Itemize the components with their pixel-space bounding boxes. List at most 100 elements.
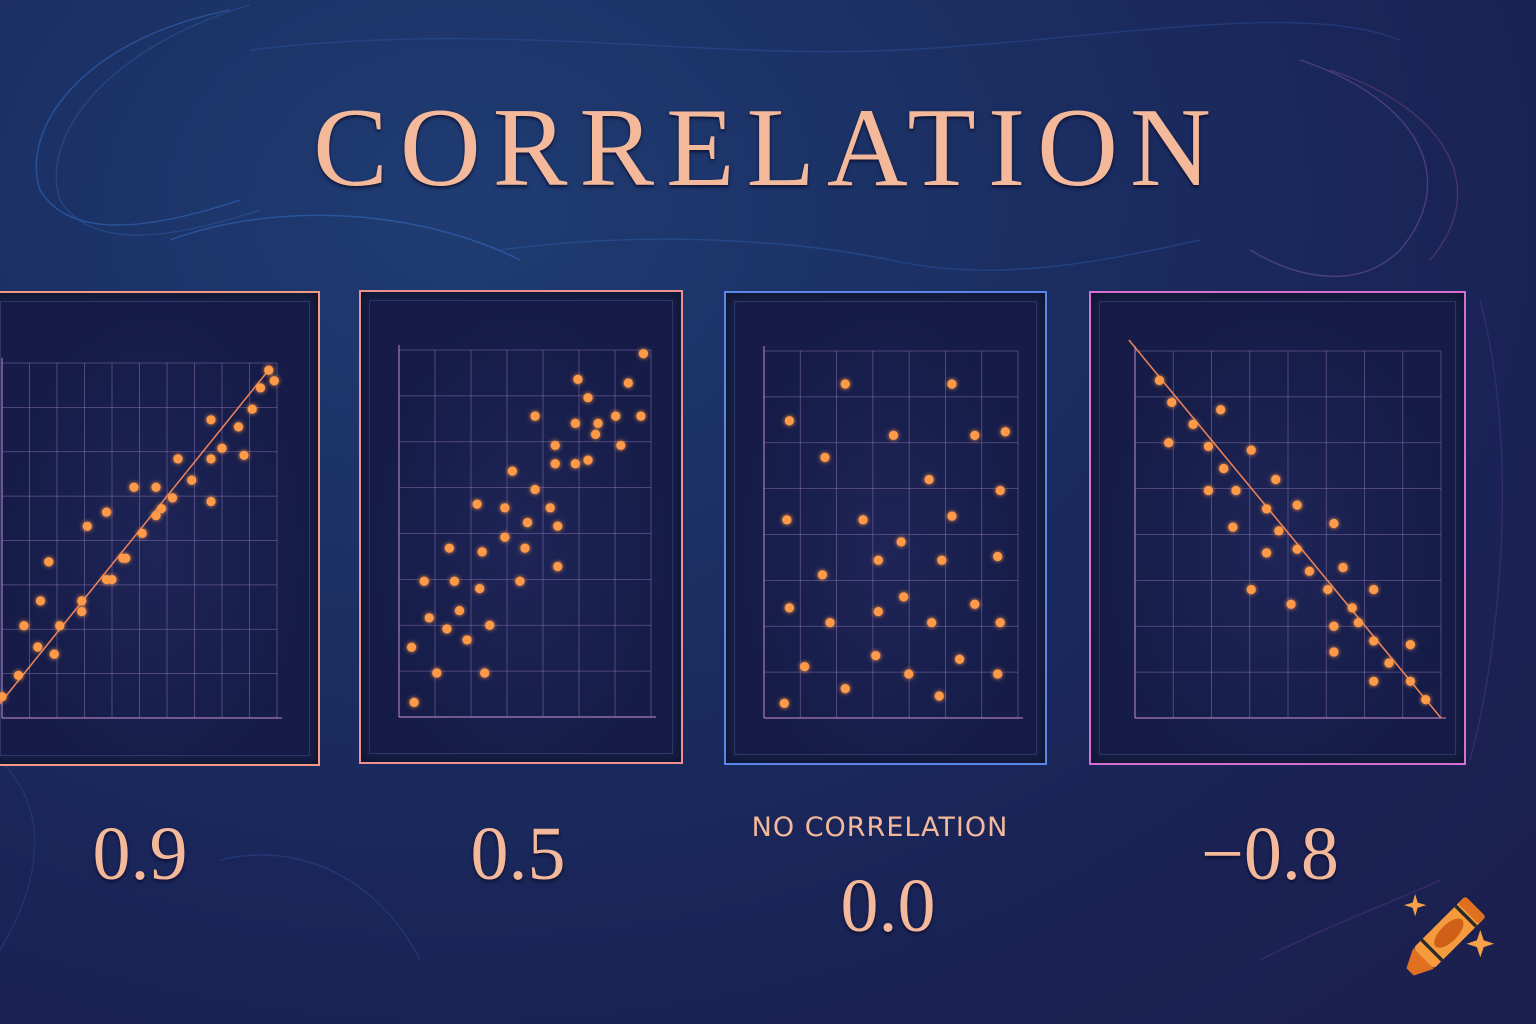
data-point — [573, 374, 583, 384]
page-title: CORRELATION — [313, 86, 1223, 210]
trend-line — [1128, 339, 1442, 719]
trend-line — [0, 366, 273, 705]
grid — [1, 358, 282, 719]
data-point — [583, 455, 593, 465]
data-point — [937, 555, 947, 565]
data-point — [1188, 419, 1198, 429]
data-point — [444, 543, 454, 553]
data-point — [239, 450, 249, 460]
data-point — [970, 430, 980, 441]
data-point — [121, 553, 131, 563]
scatter-plot — [0, 358, 282, 719]
data-point — [995, 617, 1005, 628]
data-point — [899, 592, 909, 602]
data-point — [873, 555, 883, 565]
data-point — [1405, 640, 1415, 650]
data-point — [779, 698, 789, 708]
data-point — [1167, 397, 1177, 407]
data-point — [419, 576, 429, 586]
data-point — [187, 475, 197, 485]
data-point — [1246, 584, 1256, 595]
data-point — [1323, 584, 1333, 595]
data-point — [1304, 566, 1315, 576]
data-point — [1000, 427, 1010, 437]
correlation-value-4: −0.8 — [1201, 812, 1339, 896]
data-point — [520, 543, 530, 553]
data-points — [0, 365, 279, 702]
no-correlation-caption: NO CORRELATION — [751, 812, 1009, 843]
data-point — [472, 499, 482, 509]
data-point — [255, 383, 266, 393]
data-point — [858, 515, 868, 525]
data-point — [107, 574, 117, 585]
data-point — [840, 684, 850, 694]
data-point — [947, 511, 957, 521]
data-point — [500, 503, 510, 513]
data-point — [888, 430, 899, 441]
data-point — [151, 511, 161, 521]
scatter-plot — [1128, 339, 1446, 719]
data-point — [995, 485, 1005, 496]
data-point — [993, 551, 1003, 562]
data-points — [1154, 375, 1431, 705]
data-point — [1292, 544, 1302, 554]
data-point — [409, 697, 419, 707]
data-point — [934, 691, 944, 701]
data-point — [1286, 599, 1296, 609]
data-point — [530, 484, 540, 495]
data-point — [156, 503, 167, 514]
data-point — [1329, 647, 1339, 657]
data-point — [954, 654, 965, 664]
data-point — [896, 537, 906, 547]
data-point — [820, 452, 830, 463]
data-point — [13, 670, 24, 680]
data-point — [1347, 603, 1357, 613]
data-point — [993, 669, 1003, 679]
data-point — [167, 493, 178, 503]
data-points — [779, 379, 1010, 708]
data-point — [1231, 485, 1241, 496]
data-point — [1292, 500, 1302, 510]
data-point — [970, 599, 980, 609]
data-point — [462, 635, 472, 645]
data-point — [1219, 463, 1229, 474]
data-point — [871, 651, 881, 661]
data-point — [904, 669, 914, 679]
data-point — [1246, 445, 1256, 455]
data-point — [101, 507, 112, 517]
data-point — [49, 649, 59, 659]
chart-panel-negative-strong — [1089, 291, 1466, 765]
data-point — [1353, 617, 1363, 628]
data-point — [35, 596, 46, 606]
data-point — [530, 411, 540, 421]
data-point — [550, 459, 560, 469]
chart-panel-no-correlation — [724, 291, 1047, 765]
grid — [398, 345, 656, 718]
data-point — [1384, 658, 1394, 668]
data-point — [1216, 405, 1226, 415]
data-point — [1369, 676, 1379, 686]
data-point — [44, 557, 54, 567]
data-point — [449, 576, 460, 586]
data-point — [475, 583, 485, 594]
crayon-icon — [1404, 894, 1494, 976]
data-point — [407, 642, 417, 652]
data-point — [570, 459, 580, 469]
data-point — [611, 411, 621, 421]
data-point — [1329, 621, 1339, 631]
data-point — [636, 411, 646, 421]
data-point — [522, 517, 533, 528]
data-point — [947, 379, 957, 389]
data-point — [800, 662, 810, 672]
data-point — [782, 515, 792, 525]
data-point — [1274, 526, 1284, 536]
data-point — [784, 603, 794, 613]
data-point — [269, 376, 279, 386]
data-point — [77, 606, 87, 617]
data-point — [1338, 562, 1348, 573]
data-point — [1405, 676, 1415, 686]
data-point — [206, 454, 216, 464]
chart-panel-positive-moderate — [359, 290, 683, 764]
data-point — [553, 561, 563, 572]
data-point — [480, 668, 490, 678]
